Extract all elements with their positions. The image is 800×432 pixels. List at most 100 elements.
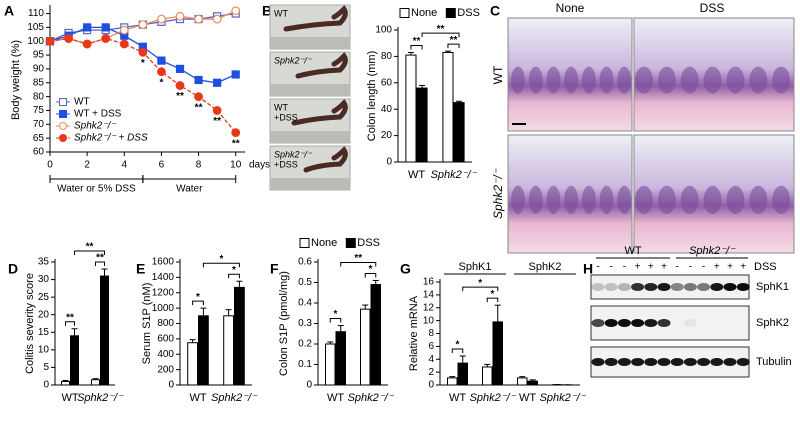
- legend-marker: [59, 122, 67, 130]
- lane-sign: -: [623, 262, 626, 273]
- blot-band: [697, 358, 711, 366]
- x-tick-label: Sphk2⁻/⁻: [540, 392, 587, 404]
- legend-label: None: [311, 237, 337, 249]
- y-tick-label: 60: [33, 147, 45, 158]
- blot-band: [604, 358, 618, 366]
- y-tick-label: 15: [38, 327, 50, 338]
- bracket: [192, 300, 204, 306]
- y-tick-label: 80: [381, 51, 393, 62]
- error-bar: [419, 84, 426, 89]
- colon: [291, 99, 348, 126]
- group-label: SphK2: [528, 261, 561, 273]
- marker: [138, 47, 148, 57]
- error-bar: [444, 50, 451, 53]
- band-label: SphK1: [756, 281, 789, 293]
- marker: [45, 36, 55, 46]
- blot-band: [710, 283, 724, 291]
- blot-band: [657, 358, 671, 366]
- bar: [405, 54, 417, 163]
- marker: [194, 75, 203, 85]
- y-tick-label: 14: [423, 290, 435, 301]
- significance: *: [159, 77, 163, 88]
- significance: **: [213, 116, 221, 127]
- tissue-crypt: [703, 185, 722, 215]
- y-tick-label: 70: [33, 119, 45, 130]
- significance: **: [195, 102, 203, 113]
- x-tick-label: Sphk2⁻/⁻: [470, 392, 517, 404]
- legend-label: None: [411, 7, 437, 19]
- group-label: Sphk2⁻/⁻: [689, 245, 736, 257]
- bracket: [202, 262, 240, 268]
- group-label: SphK1: [458, 261, 491, 273]
- significance: *: [334, 309, 338, 320]
- bracket: [410, 44, 423, 50]
- blot-band: [631, 319, 645, 327]
- blot-band: [683, 358, 697, 366]
- tissue-crypt: [528, 66, 543, 94]
- marker: [212, 14, 222, 24]
- tissue-crypt: [680, 185, 699, 215]
- marker: [101, 23, 110, 32]
- bar: [453, 102, 465, 163]
- significance: *: [456, 340, 460, 351]
- bar: [517, 377, 528, 386]
- error-bar: [71, 328, 78, 336]
- y-tick-label: 0: [168, 380, 174, 391]
- x-tick-label: 8: [196, 160, 202, 171]
- ruler: [270, 178, 350, 190]
- y-tick-label: 1400: [152, 272, 175, 283]
- significance: **: [413, 36, 421, 47]
- x-axis-label: days: [249, 160, 270, 171]
- marker: [157, 14, 166, 24]
- panel-label: A: [4, 3, 14, 19]
- blot-band: [631, 283, 645, 291]
- tissue-crypt: [680, 66, 699, 94]
- panel-label: G: [400, 261, 411, 277]
- y-axis-label: Body weight (%): [10, 40, 22, 120]
- legend-swatch: [445, 8, 456, 18]
- bracket: [340, 261, 377, 267]
- y-tick-label: 100: [27, 36, 44, 47]
- bracket: [421, 32, 460, 38]
- error-bar: [200, 307, 207, 316]
- y-tick-label: 2: [428, 367, 434, 378]
- tissue-crypt: [726, 185, 745, 215]
- tissue-crypt: [635, 66, 653, 94]
- blot-band: [723, 283, 737, 291]
- panel-label: F: [270, 261, 279, 277]
- photo-label: WT: [274, 102, 288, 112]
- significance: **: [96, 253, 104, 264]
- tissue-crypt: [599, 185, 614, 215]
- colon: [295, 52, 348, 79]
- tissue-crypt: [635, 185, 653, 215]
- x-tick-label: WT: [189, 392, 206, 404]
- x-tick-label: WT: [519, 392, 536, 404]
- error-bar: [519, 376, 526, 378]
- y-tick-label: 0: [428, 380, 434, 391]
- treatment-label: DSS: [754, 261, 777, 273]
- tissue-crypt: [511, 66, 525, 94]
- y-tick-label: 95: [33, 50, 45, 61]
- y-tick-label: 35: [38, 257, 50, 268]
- blot-band: [657, 319, 671, 327]
- x-tick-label: WT: [327, 392, 344, 404]
- y-tick-label: 80: [33, 91, 45, 102]
- marker: [175, 81, 185, 90]
- significance: *: [141, 58, 145, 69]
- photo-label: +DSS: [274, 159, 298, 169]
- marker: [138, 20, 148, 30]
- y-tick-label: 85: [33, 77, 45, 88]
- period-label: Water: [176, 184, 203, 195]
- y-tick-label: 0: [386, 157, 392, 168]
- x-tick-label: Sphk2⁻/⁻: [77, 392, 124, 404]
- y-tick-label: 0.6: [298, 257, 312, 268]
- x-tick-label: Sphk2⁻/⁻: [431, 169, 478, 181]
- bracket: [74, 250, 105, 256]
- y-tick-label: 600: [157, 334, 174, 345]
- legend-label: Sphk2⁻/⁻: [74, 121, 116, 132]
- period-label: Water or 5% DSS: [57, 184, 136, 195]
- marker: [212, 106, 222, 115]
- significance: **: [354, 253, 362, 264]
- y-tick-label: 65: [33, 133, 45, 144]
- lane-sign: -: [676, 262, 679, 273]
